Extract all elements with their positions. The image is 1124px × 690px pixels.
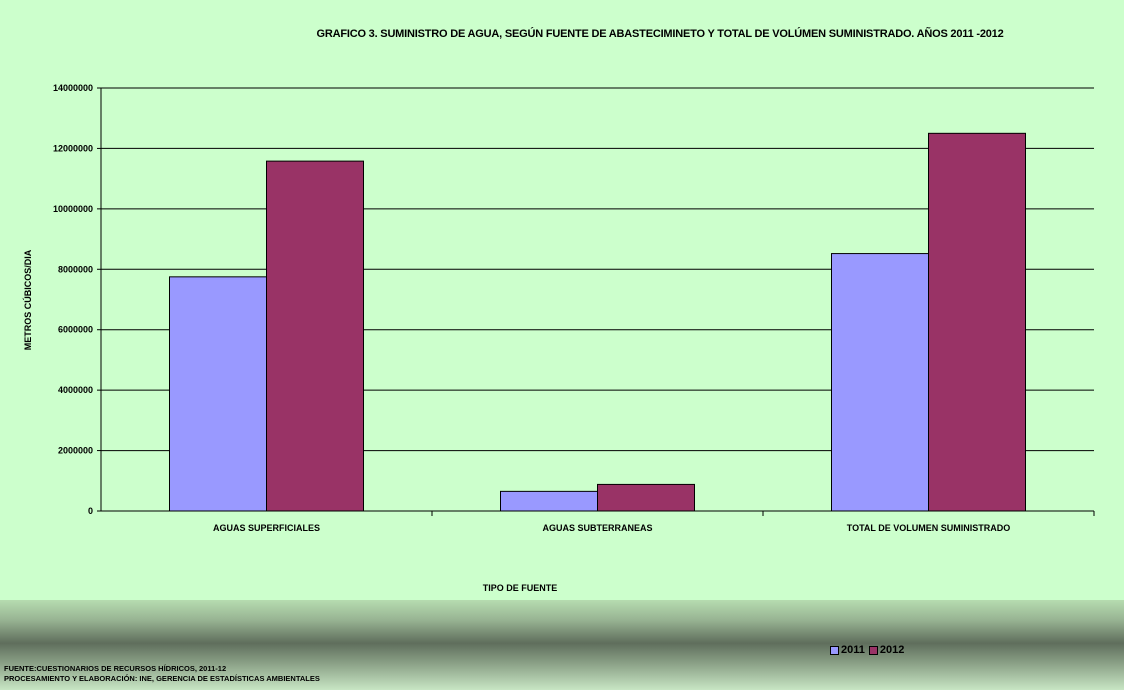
legend-swatch-2012: [868, 645, 878, 655]
legend-label-2012: 2012: [879, 644, 905, 656]
y-tick-label: 12000000: [53, 143, 93, 153]
bar-2011-1: [500, 490, 598, 512]
y-tick-label: 4000000: [58, 385, 93, 395]
legend-item-2011: 2011: [830, 644, 865, 656]
legend-swatch-2011: [830, 645, 839, 655]
bar-2012-1: [597, 483, 695, 512]
footer-processing: PROCESAMIENTO Y ELABORACIÓN: INE, GERENC…: [4, 674, 320, 683]
legend-label-2011: 2011: [841, 644, 865, 656]
y-tick-label: 14000000: [53, 83, 93, 93]
x-tick-label: AGUAS SUPERFICIALES: [213, 523, 320, 533]
x-tick-label: TOTAL DE VOLUMEN SUMINISTRADO: [847, 523, 1011, 533]
bottom-gradient-band: [0, 600, 1124, 690]
x-tick-label: AGUAS SUBTERRANEAS: [542, 523, 652, 533]
bars: [169, 132, 1026, 512]
legend: 2011 2012: [830, 644, 908, 656]
x-axis-label: TIPO DE FUENTE: [483, 583, 558, 593]
y-axis-label: METROS CÚBICOS/DIA: [22, 249, 33, 350]
y-tick-label: 6000000: [58, 325, 93, 335]
bar-2012-0: [266, 160, 364, 512]
y-tick-label: 2000000: [58, 446, 93, 456]
axes: 0 2000000 4000000 6000000 8000000 10000000 120…: [53, 83, 1095, 533]
y-tick-label: 10000000: [53, 204, 93, 214]
legend-item-2012: 2012: [868, 644, 905, 656]
y-tick-label: 8000000: [58, 264, 93, 274]
bar-2012-2: [928, 132, 1026, 512]
y-tick-label: 0: [88, 506, 93, 516]
footer-source: FUENTE:CUESTIONARIOS DE RECURSOS HÍDRICO…: [4, 664, 227, 673]
chart-title: GRAFICO 3. SUMINISTRO DE AGUA, SEGÚN FUE…: [316, 28, 1004, 40]
bar-2011-0: [169, 276, 267, 512]
bar-2011-2: [831, 253, 929, 512]
